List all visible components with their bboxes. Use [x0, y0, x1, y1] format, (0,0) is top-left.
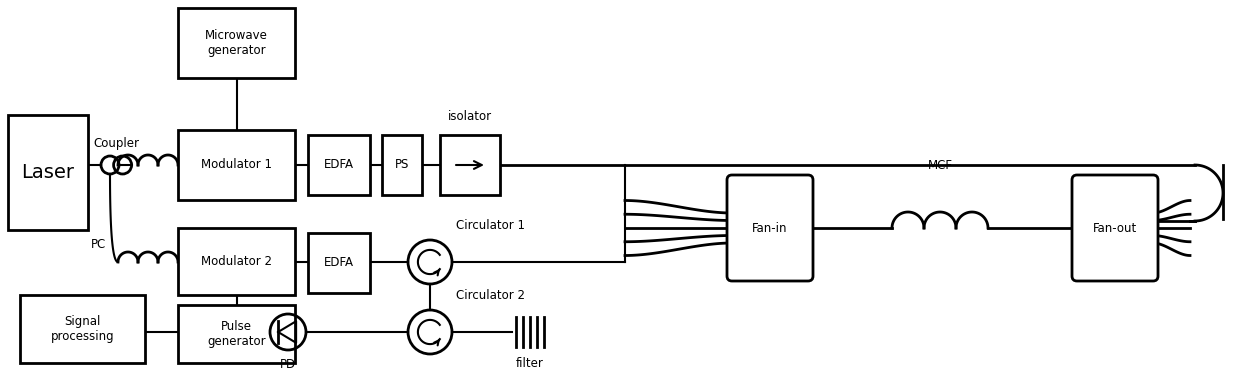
Bar [439, 135, 500, 195]
Text: Circulator 2: Circulator 2 [456, 289, 525, 302]
Text: Laser: Laser [21, 163, 74, 182]
Text: Modulator 1: Modulator 1 [201, 158, 272, 171]
Bar [308, 135, 370, 195]
Text: Signal
processing: Signal processing [51, 315, 114, 343]
Text: EDFA: EDFA [324, 158, 354, 171]
Bar [178, 305, 295, 363]
Text: Fan-in: Fan-in [753, 221, 787, 234]
Text: Modulator 2: Modulator 2 [201, 255, 272, 268]
Bar [178, 130, 295, 200]
Text: EDFA: EDFA [324, 256, 354, 269]
Bar [20, 295, 145, 363]
Text: Pulse
generator: Pulse generator [207, 320, 266, 348]
Bar [178, 228, 295, 295]
Text: Microwave
generator: Microwave generator [206, 29, 267, 57]
Text: PC: PC [90, 237, 106, 250]
Text: Coupler: Coupler [93, 137, 140, 150]
Bar [383, 135, 422, 195]
FancyBboxPatch shape [727, 175, 813, 281]
Text: MCF: MCF [927, 159, 952, 172]
FancyBboxPatch shape [1072, 175, 1158, 281]
Text: isolator: isolator [448, 110, 491, 123]
Text: PS: PS [395, 158, 410, 171]
Text: filter: filter [516, 357, 543, 370]
Text: PD: PD [280, 358, 296, 371]
Text: Fan-out: Fan-out [1093, 221, 1138, 234]
Bar [178, 8, 295, 78]
Text: Circulator 1: Circulator 1 [456, 219, 525, 232]
Bar [308, 233, 370, 293]
Bar [7, 115, 88, 230]
